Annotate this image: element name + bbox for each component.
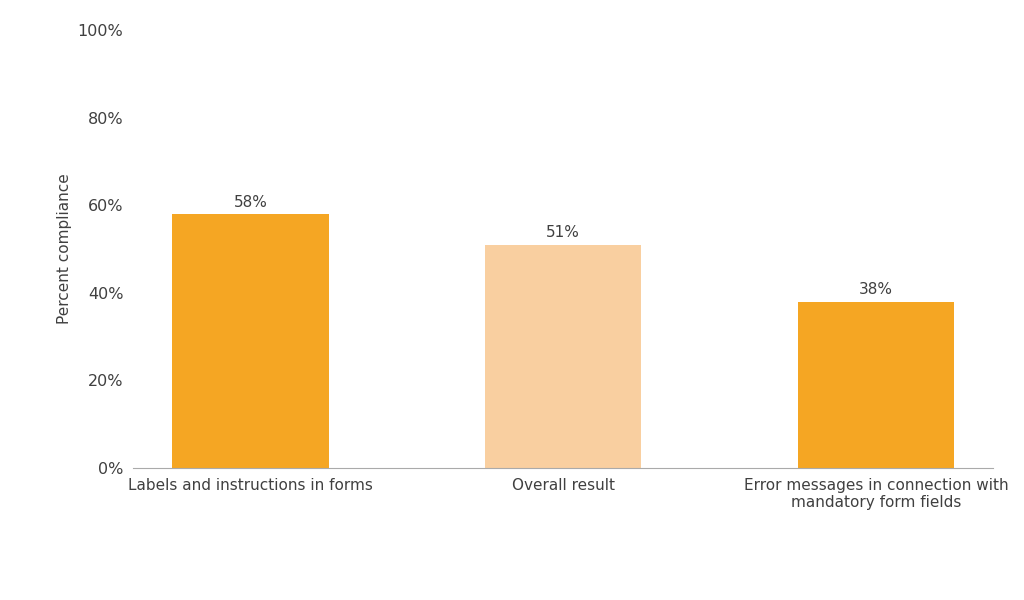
Bar bbox=[798, 302, 954, 468]
Bar bbox=[172, 214, 329, 468]
Bar bbox=[485, 245, 641, 468]
Text: 51%: 51% bbox=[546, 225, 581, 240]
Text: 58%: 58% bbox=[233, 194, 267, 209]
Text: 38%: 38% bbox=[859, 282, 893, 297]
Y-axis label: Percent compliance: Percent compliance bbox=[57, 173, 72, 325]
